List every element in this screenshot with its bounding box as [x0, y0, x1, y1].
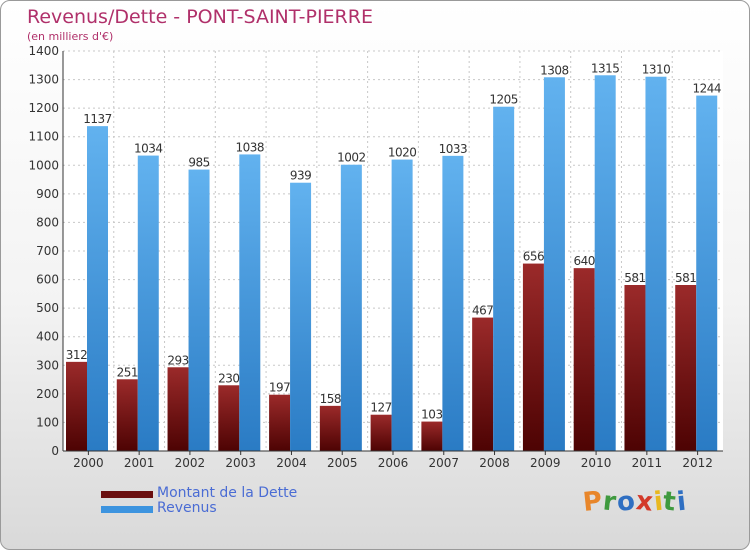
bar-revenus-2011: [645, 76, 667, 451]
data-label-dette: 251: [117, 365, 138, 379]
data-label-revenus: 1244: [692, 82, 721, 96]
x-tick-label: 2001: [124, 456, 155, 470]
bar-revenus-2008: [493, 106, 515, 451]
bar-dette-2007: [421, 421, 443, 451]
data-label-revenus: 1308: [540, 63, 569, 77]
x-tick-label: 2006: [378, 456, 409, 470]
data-label-dette: 467: [472, 304, 493, 318]
data-label-dette: 293: [167, 353, 188, 367]
x-tick-label: 2000: [73, 456, 104, 470]
data-label-revenus: 1034: [134, 142, 163, 156]
bar-revenus-2002: [188, 169, 210, 452]
bar-dette-2012: [675, 285, 697, 451]
bar-dette-2001: [116, 379, 138, 451]
y-tick-label: 1200: [28, 101, 59, 115]
bar-revenus-2007: [442, 155, 464, 451]
x-tick-label: 2011: [632, 456, 663, 470]
data-label-dette: 581: [624, 271, 645, 285]
y-tick-label: 1000: [28, 158, 59, 172]
x-tick-label: 2012: [682, 456, 713, 470]
y-tick-label: 700: [36, 244, 59, 258]
bar-revenus-2003: [239, 154, 261, 451]
y-tick-label: 500: [36, 301, 59, 315]
bar-dette-2006: [370, 414, 392, 451]
bar-revenus-2010: [594, 75, 616, 452]
data-label-revenus: 1137: [83, 112, 112, 126]
y-tick-label: 1100: [28, 130, 59, 144]
y-tick-label: 1300: [28, 73, 59, 87]
bar-revenus-2009: [543, 77, 565, 452]
y-tick-label: 1400: [28, 44, 59, 58]
data-label-revenus: 1038: [236, 140, 265, 154]
x-tick-label: 2004: [276, 456, 307, 470]
data-label-revenus: 1315: [591, 61, 620, 75]
x-tick-label: 2002: [175, 456, 206, 470]
bar-revenus-2004: [290, 182, 312, 451]
x-tick-label: 2005: [327, 456, 358, 470]
chart-subtitle: (en milliers d'€): [27, 30, 114, 43]
data-label-revenus: 1310: [642, 63, 671, 77]
y-tick-label: 100: [36, 415, 59, 429]
data-label-dette: 158: [320, 392, 341, 406]
data-label-revenus: 1033: [439, 142, 468, 156]
y-tick-label: 0: [51, 444, 59, 458]
y-tick-label: 300: [36, 358, 59, 372]
y-tick-label: 800: [36, 215, 59, 229]
data-label-revenus: 1002: [337, 151, 366, 165]
x-tick-label: 2008: [479, 456, 510, 470]
bar-dette-2004: [269, 394, 291, 451]
data-label-dette: 312: [66, 348, 87, 362]
legend-label-revenus: Revenus: [157, 500, 217, 516]
y-tick-label: 600: [36, 273, 59, 287]
bar-dette-2002: [167, 367, 189, 451]
bar-dette-2003: [218, 385, 240, 451]
y-tick-label: 400: [36, 330, 59, 344]
x-tick-label: 2003: [225, 456, 256, 470]
data-label-revenus: 985: [188, 156, 209, 170]
bar-revenus-2012: [696, 95, 718, 452]
data-label-dette: 640: [573, 254, 594, 268]
bar-dette-2011: [624, 285, 646, 451]
logo-letter: i: [675, 486, 689, 518]
data-label-dette: 656: [523, 250, 544, 264]
legend-label-dette: Montant de la Dette: [157, 485, 298, 501]
x-tick-label: 2010: [581, 456, 612, 470]
data-label-dette: 197: [269, 381, 290, 395]
data-label-revenus: 939: [290, 169, 311, 183]
y-tick-label: 200: [36, 387, 59, 401]
data-label-dette: 103: [421, 408, 442, 422]
data-label-dette: 581: [675, 271, 696, 285]
data-label-revenus: 1020: [388, 146, 417, 160]
y-tick-label: 900: [36, 187, 59, 201]
data-label-revenus: 1205: [489, 93, 518, 107]
chart-title: Revenus/Dette - PONT-SAINT-PIERRE: [27, 6, 373, 28]
x-tick-label: 2007: [428, 456, 459, 470]
bar-dette-2009: [522, 263, 544, 451]
bar-dette-2000: [66, 361, 87, 451]
bar-dette-2008: [472, 317, 494, 451]
bar-revenus-2005: [340, 164, 362, 451]
data-label-dette: 127: [370, 401, 391, 415]
bar-revenus-2006: [391, 159, 413, 452]
data-label-dette: 230: [218, 371, 239, 385]
bar-dette-2005: [319, 405, 341, 451]
bar-revenus-2000: [87, 126, 108, 452]
x-tick-label: 2009: [530, 456, 561, 470]
bar-dette-2010: [573, 268, 595, 451]
proxiti-logo: Proxiti: [581, 486, 689, 518]
legend-swatch-dette: [101, 491, 153, 498]
bar-revenus-2001: [137, 155, 159, 452]
legend-swatch-revenus: [101, 506, 153, 513]
